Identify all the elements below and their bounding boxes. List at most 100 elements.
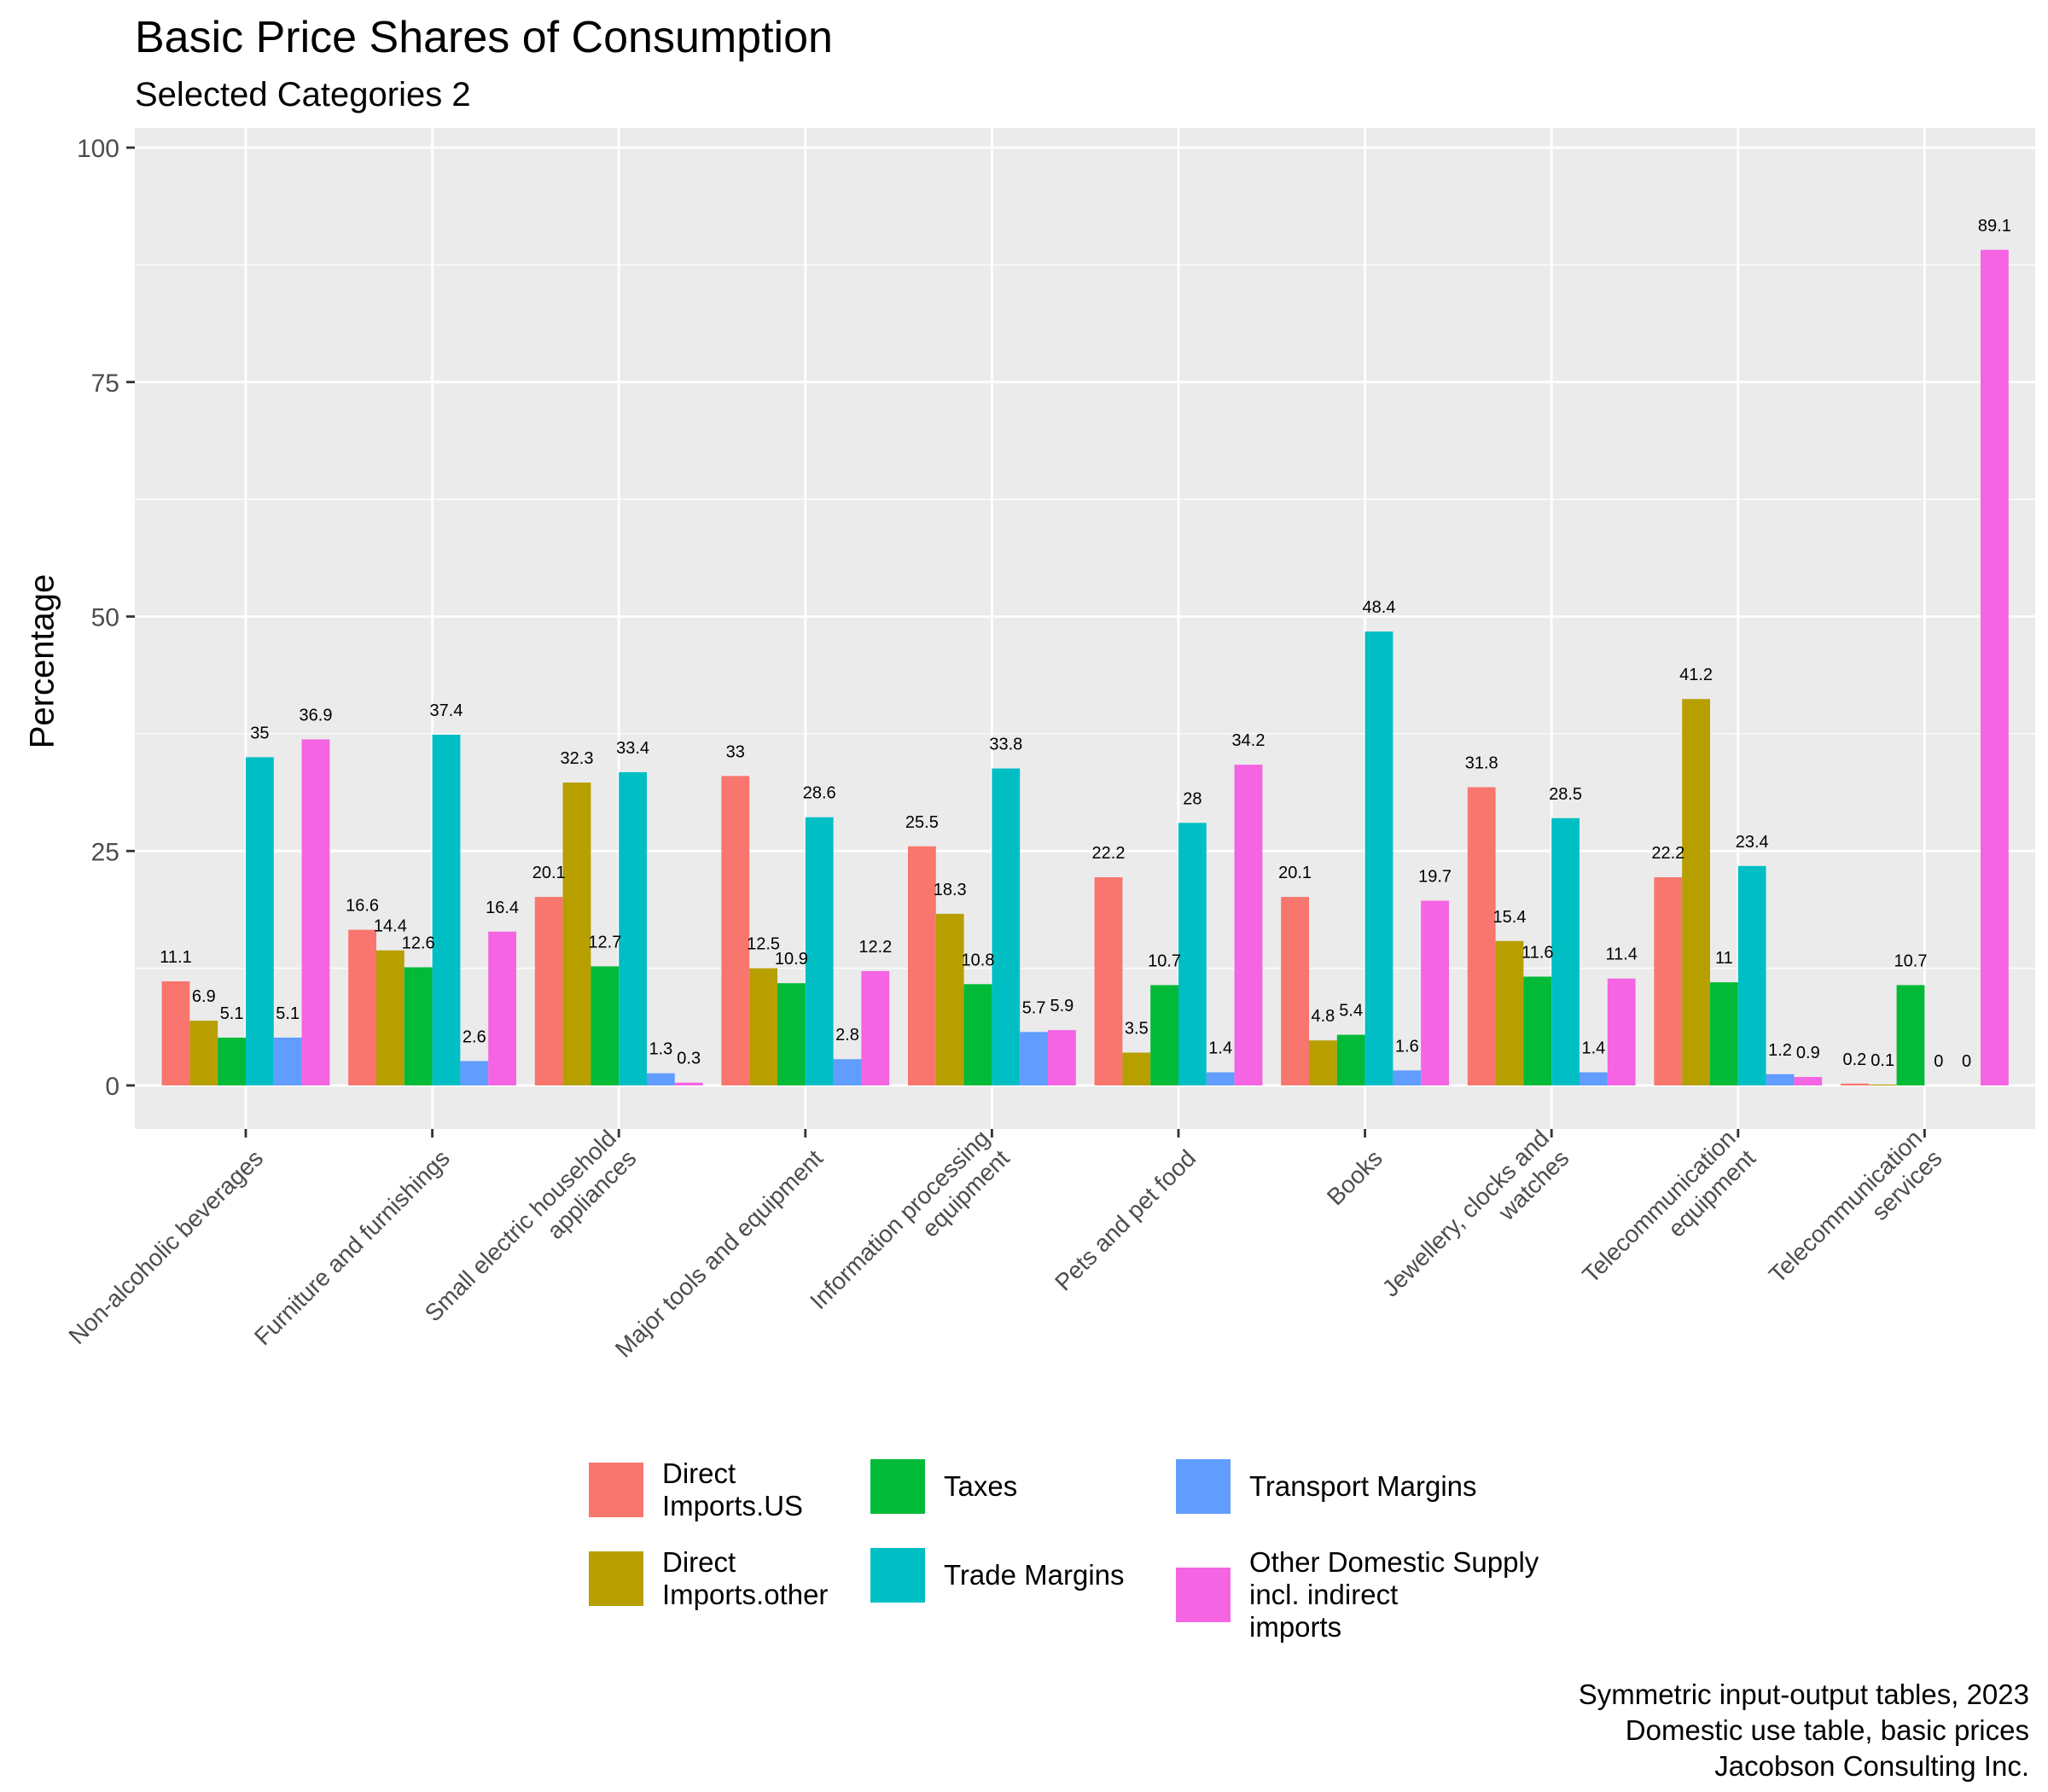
x-tick-label: Books [1322, 1144, 1388, 1210]
bar-taxes-pets-and-pet-food [1150, 985, 1178, 1085]
bar-taxes-information-processing-equipment [963, 984, 992, 1085]
legend-item-trade-margins[interactable]: Trade Margins [869, 1546, 1149, 1604]
value-label: 1.4 [1208, 1039, 1232, 1058]
value-label: 31.8 [1465, 754, 1498, 773]
value-label: 11 [1715, 949, 1733, 968]
x-tick-label: Telecommunicationequipment [1577, 1125, 1760, 1308]
x-tick-label: Non-alcoholic beverages [63, 1144, 268, 1349]
legend-label-line: Trade Margins [944, 1559, 1125, 1591]
value-label: 28.6 [803, 784, 836, 803]
value-label: 16.4 [486, 899, 519, 917]
bar-trade-margins-major-tools-and-equipment [805, 817, 834, 1085]
value-label: 2.8 [835, 1026, 859, 1044]
bar-direct-imports-us-jewellery-clocks-and-watches [1467, 787, 1496, 1085]
x-tick-label-line: Small electric household [420, 1125, 622, 1327]
bar-direct-imports-other-major-tools-and-equipment [749, 968, 777, 1085]
value-label: 22.2 [1092, 844, 1126, 863]
bar-direct-imports-other-books [1309, 1040, 1337, 1085]
bar-direct-imports-other-pets-and-pet-food [1122, 1052, 1151, 1085]
legend-label-trade-margins: Trade Margins [944, 1559, 1149, 1591]
value-label: 33.8 [989, 736, 1022, 754]
bar-other-domestic-supply-incl-indirect-imports-books [1421, 900, 1449, 1085]
bar-direct-imports-us-furniture-and-furnishings [348, 929, 376, 1085]
bar-trade-margins-furniture-and-furnishings [432, 734, 461, 1085]
value-label: 5.1 [276, 1004, 300, 1023]
y-axis: 0 25 50 75 100 [77, 135, 135, 1101]
x-tick-label-line: Non-alcoholic beverages [63, 1144, 268, 1349]
value-label: 0.9 [1796, 1044, 1820, 1062]
value-label: 0 [1962, 1052, 1971, 1071]
bar-direct-imports-other-furniture-and-furnishings [376, 950, 404, 1085]
x-tick-label: Jewellery, clocks andwatches [1377, 1125, 1574, 1322]
value-label: 34.2 [1232, 731, 1265, 750]
x-tick-label-line: Books [1322, 1144, 1388, 1210]
bar-transport-margins-small-electric-household-appliances [647, 1073, 675, 1085]
value-label: 1.2 [1768, 1041, 1792, 1060]
bar-taxes-telecommunication-services [1896, 985, 1925, 1085]
value-label: 18.3 [934, 881, 967, 899]
legend-item-transport-margins[interactable]: Transport Margins [1174, 1457, 1556, 1516]
value-label: 25.5 [905, 813, 939, 832]
value-label: 1.4 [1581, 1039, 1605, 1058]
bar-transport-margins-jewellery-clocks-and-watches [1580, 1072, 1608, 1085]
bar-other-domestic-supply-incl-indirect-imports-pets-and-pet-food [1234, 765, 1263, 1085]
legend-label-line: Taxes [944, 1470, 1018, 1502]
value-label: 5.7 [1022, 998, 1046, 1017]
value-label: 10.7 [1894, 951, 1928, 970]
legend-item-other-domestic-supply[interactable]: Other Domestic Supply incl. indirect imp… [1174, 1546, 1591, 1644]
value-label: 20.1 [532, 864, 566, 882]
bar-trade-margins-non-alcoholic-beverages [246, 757, 274, 1085]
value-label: 35 [250, 724, 269, 742]
bar-taxes-small-electric-household-appliances [591, 966, 620, 1085]
bar-trade-margins-small-electric-household-appliances [619, 771, 647, 1085]
x-tick-label: Telecommunicationservices [1764, 1125, 1947, 1308]
bar-direct-imports-other-information-processing-equipment [935, 913, 964, 1085]
bar-direct-imports-us-pets-and-pet-food [1094, 877, 1123, 1085]
legend-label-taxes: Taxes [944, 1470, 1149, 1503]
value-label: 5.1 [220, 1004, 244, 1023]
value-label: 1.3 [649, 1040, 672, 1059]
value-labels: 11.1 16.6 20.1 33 25.5 22.2 20.1 31.8 22.2 0.2 6.9… [160, 217, 2011, 1071]
bar-taxes-jewellery-clocks-and-watches [1523, 976, 1552, 1085]
legend-key-other-domestic-supply [1174, 1566, 1232, 1624]
value-label: 5.4 [1339, 1002, 1363, 1021]
chart-title: Basic Price Shares of Consumption [135, 13, 833, 62]
value-label: 10.9 [775, 950, 808, 969]
value-label: 12.6 [402, 934, 435, 953]
bar-direct-imports-us-telecommunication-equipment [1654, 877, 1683, 1085]
value-label: 4.8 [1311, 1007, 1335, 1026]
legend-item-direct-imports-other[interactable]: Direct Imports.other [587, 1546, 867, 1611]
value-label: 11.1 [160, 948, 191, 967]
bar-other-domestic-supply-incl-indirect-imports-jewellery-clocks-and-watches [1607, 978, 1636, 1085]
bar-transport-margins-pets-and-pet-food [1206, 1072, 1235, 1085]
legend-item-direct-imports-us[interactable]: Direct Imports.US [587, 1457, 867, 1522]
value-label: 10.8 [962, 951, 995, 969]
bar-direct-imports-us-books [1281, 897, 1309, 1085]
bar-direct-imports-us-major-tools-and-equipment [721, 776, 750, 1085]
legend-item-taxes[interactable]: Taxes [869, 1457, 1149, 1516]
value-label: 0.3 [677, 1050, 701, 1068]
value-label: 20.1 [1278, 864, 1312, 882]
x-tick-label-line: Information processing [805, 1125, 994, 1314]
bar-taxes-books [1336, 1034, 1365, 1085]
value-label: 15.4 [1493, 908, 1527, 927]
value-label: 32.3 [561, 749, 594, 768]
bar-trade-margins-telecommunication-equipment [1737, 865, 1766, 1085]
value-label: 11.6 [1521, 944, 1553, 963]
x-tick-label: Furniture and furnishings [249, 1144, 455, 1350]
legend-label-line: imports [1249, 1611, 1342, 1643]
bar-direct-imports-other-small-electric-household-appliances [562, 783, 591, 1085]
bar-other-domestic-supply-incl-indirect-imports-major-tools-and-equipment [861, 970, 890, 1085]
bar-taxes-furniture-and-furnishings [404, 967, 433, 1085]
value-label: 0 [1934, 1052, 1943, 1071]
bar-trade-margins-information-processing-equipment [992, 768, 1021, 1085]
bar-trade-margins-pets-and-pet-food [1178, 823, 1207, 1085]
bar-transport-margins-non-alcoholic-beverages [273, 1037, 302, 1085]
bar-direct-imports-us-telecommunication-services [1841, 1083, 1869, 1085]
value-label: 37.4 [430, 701, 463, 720]
value-label: 3.5 [1125, 1020, 1149, 1039]
value-label: 33 [726, 742, 745, 761]
value-label: 22.2 [1651, 844, 1684, 863]
bar-chart: 11.1 16.6 20.1 33 25.5 22.2 20.1 31.8 22.2 0.2 6.9… [63, 128, 2035, 1363]
